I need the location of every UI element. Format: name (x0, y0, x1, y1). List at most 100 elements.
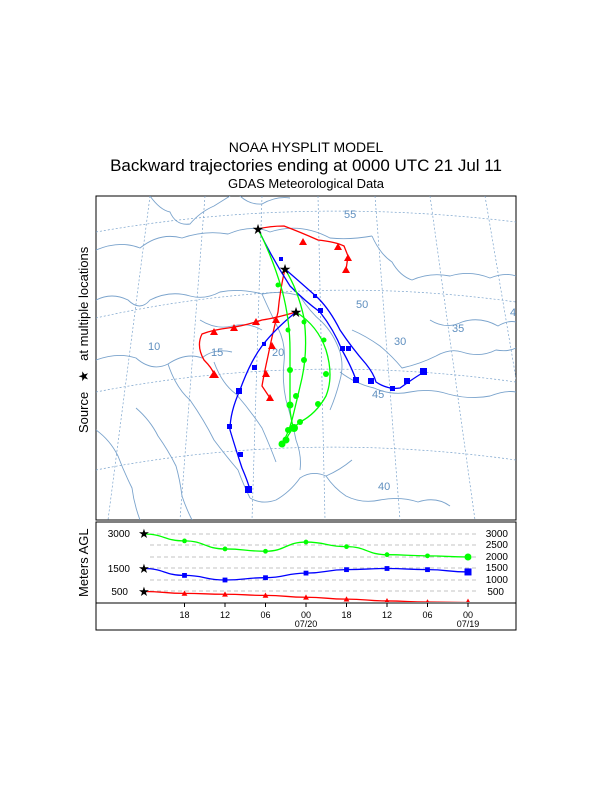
lat-label-45: 45 (372, 389, 384, 401)
green-marker (285, 327, 291, 333)
source-star-icon: ★ (138, 527, 150, 542)
height-point-triangle (384, 598, 390, 602)
blue-marker (252, 365, 257, 370)
model-title: NOAA HYSPLIT MODEL (228, 139, 384, 155)
blue-marker (279, 257, 283, 261)
lat-line-40 (96, 446, 516, 471)
source-star-icon: ★ (252, 222, 265, 238)
height-gridlines (150, 533, 478, 592)
green-marker (287, 367, 293, 373)
height-point-triangle (303, 594, 309, 600)
left-height-ticks: 3000 1500 500 (108, 529, 131, 598)
green-marker (323, 371, 329, 377)
blue-marker (262, 342, 266, 346)
longitude-gridlines (107, 196, 516, 520)
green-marker (293, 393, 299, 399)
blue-marker (404, 378, 410, 384)
blue-marker (238, 452, 243, 457)
red-marker (299, 238, 307, 245)
blue-marker (340, 346, 345, 351)
blue-marker (353, 377, 359, 383)
red-marker (262, 370, 270, 377)
date-tick-label: 07/19 (457, 619, 480, 629)
time-tick-label: 12 (220, 610, 230, 620)
lon-line-35 (429, 196, 476, 520)
right-tick-1000: 1000 (486, 575, 509, 586)
height-point-circle (344, 544, 349, 550)
red-marker (230, 324, 238, 331)
lon-line-10 (107, 196, 151, 520)
blue-marker-end (245, 486, 252, 493)
green-marker-end (290, 424, 298, 432)
date-tick-label: 07/20 (295, 619, 318, 629)
source-star-icon: ★ (138, 585, 150, 600)
right-tick-2000: 2000 (486, 552, 509, 563)
height-point-triangle (343, 596, 350, 602)
right-height-ticks: 3000 2500 2000 1500 1000 500 (486, 529, 509, 598)
lon-label-10: 10 (148, 341, 160, 353)
trajectory-title: Backward trajectories ending at 0000 UTC… (110, 156, 502, 175)
lon-label-40: 40 (510, 307, 522, 319)
height-point-square (303, 570, 309, 576)
height-point-circle (464, 553, 472, 561)
lat-label-40: 40 (378, 481, 390, 493)
green-marker (315, 401, 321, 407)
height-point-circle (182, 538, 187, 544)
blue-trajectory-middle (284, 268, 425, 390)
red-marker (334, 243, 342, 250)
right-tick-3000: 3000 (486, 529, 509, 540)
height-point-triangle (181, 590, 188, 596)
height-point-square (344, 567, 349, 573)
source-stars: ★ ★ ★ (252, 222, 303, 321)
height-point-circle (425, 553, 430, 559)
source-star-icon: ★ (138, 562, 150, 577)
green-marker-end (282, 436, 290, 444)
blue-marker (318, 308, 323, 313)
time-tick-label: 12 (382, 610, 392, 620)
left-tick-500: 500 (111, 587, 128, 598)
red-marker (272, 316, 280, 323)
left-tick-1500: 1500 (108, 564, 131, 575)
red-trajectory-middle (261, 268, 286, 399)
right-tick-1500: 1500 (486, 563, 509, 574)
lon-label-20: 20 (272, 347, 284, 359)
height-point-circle (303, 539, 309, 545)
height-point-square (222, 577, 228, 583)
time-tick-label: 06 (422, 610, 432, 620)
lat-label-50: 50 (356, 299, 368, 311)
lon-label-35: 35 (452, 323, 464, 335)
height-point-square (464, 568, 472, 576)
green-trajectory-north (257, 228, 295, 431)
blue-marker (236, 388, 242, 394)
data-source-title: GDAS Meteorological Data (227, 176, 385, 191)
time-tick-label: 18 (179, 610, 189, 620)
map-layer: 55 50 45 40 10 15 20 30 35 40 (96, 196, 522, 520)
height-profiles (143, 533, 472, 602)
source-star-icon: ★ (279, 262, 292, 278)
time-tick-label: 06 (260, 610, 270, 620)
height-point-square (425, 567, 430, 573)
blue-marker (346, 346, 351, 351)
blue-marker (313, 294, 317, 298)
height-point-circle (263, 548, 268, 554)
graticule-labels: 55 50 45 40 10 15 20 30 35 40 (148, 209, 522, 493)
coastlines (96, 196, 516, 520)
blue-marker-end (420, 368, 427, 375)
green-marker (285, 427, 291, 433)
height-point-square (182, 573, 187, 578)
height-point-triangle (466, 598, 470, 602)
red-marker (252, 318, 260, 325)
height-point-circle (384, 552, 390, 558)
red-marker (266, 394, 274, 401)
green-marker (321, 337, 327, 343)
green-marker (297, 419, 303, 425)
lon-line-40 (484, 196, 516, 381)
green-marker (301, 357, 307, 363)
green-marker (275, 282, 281, 288)
right-tick-500: 500 (487, 587, 504, 598)
height-point-square (263, 575, 268, 581)
source-star-icon: ★ (290, 305, 303, 321)
red-marker (210, 328, 218, 335)
time-tick-label: 18 (341, 610, 351, 620)
red-marker (268, 342, 276, 349)
